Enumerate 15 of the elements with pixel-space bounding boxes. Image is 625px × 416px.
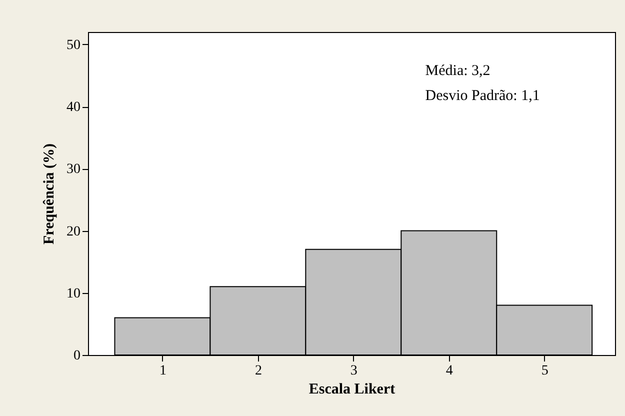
annotation: Média: 3,2 [425,63,490,79]
x-axis-title: Escala Likert [308,382,396,398]
annotation: Desvio Padrão: 1,1 [425,88,540,104]
y-tick-label: 0 [74,348,80,364]
x-tick-label: 5 [541,364,548,378]
y-axis-title: Frequência (%) [42,144,58,244]
x-tick-label: 1 [159,364,166,378]
x-tick-label: 2 [254,364,262,378]
y-tick-label: 50 [66,38,80,53]
y-tick-label: 20 [66,224,80,240]
y-tick-label: 10 [66,286,80,302]
y-tick-label: 40 [66,100,80,116]
x-tick-label: 3 [350,364,358,378]
y-tick-label: 30 [66,162,80,178]
x-tick-label: 4 [446,364,453,378]
